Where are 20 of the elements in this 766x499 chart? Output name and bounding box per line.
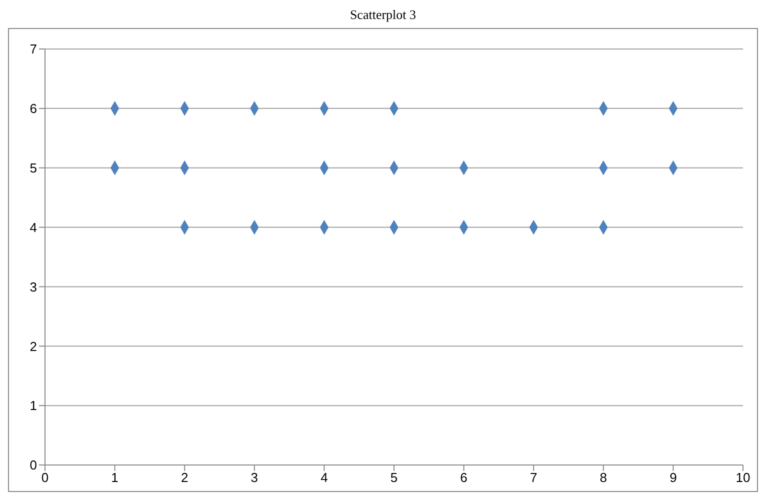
y-tick-label: 6 [30, 101, 37, 116]
x-tick-label: 7 [530, 470, 538, 486]
y-tick-label: 4 [30, 220, 37, 235]
x-tick-label: 1 [111, 470, 118, 486]
x-tick-label: 9 [670, 470, 677, 486]
x-tick-label: 10 [736, 470, 750, 486]
x-tick-label: 5 [390, 470, 398, 486]
x-tick-label: 4 [320, 470, 328, 486]
y-tick-label: 0 [30, 458, 37, 473]
x-tick-label: 0 [41, 470, 49, 486]
y-tick-label: 2 [30, 338, 37, 354]
chart-title: Scatterplot 3 [348, 7, 418, 24]
y-tick-label: 3 [30, 279, 37, 294]
x-tick-label: 6 [460, 470, 468, 486]
y-tick-label: 5 [30, 160, 37, 176]
x-tick-label: 3 [250, 470, 258, 486]
x-tick-label: 8 [600, 470, 608, 486]
y-tick-label: 7 [30, 42, 37, 57]
y-tick-label: 1 [30, 398, 37, 414]
x-tick-label: 2 [180, 470, 188, 486]
